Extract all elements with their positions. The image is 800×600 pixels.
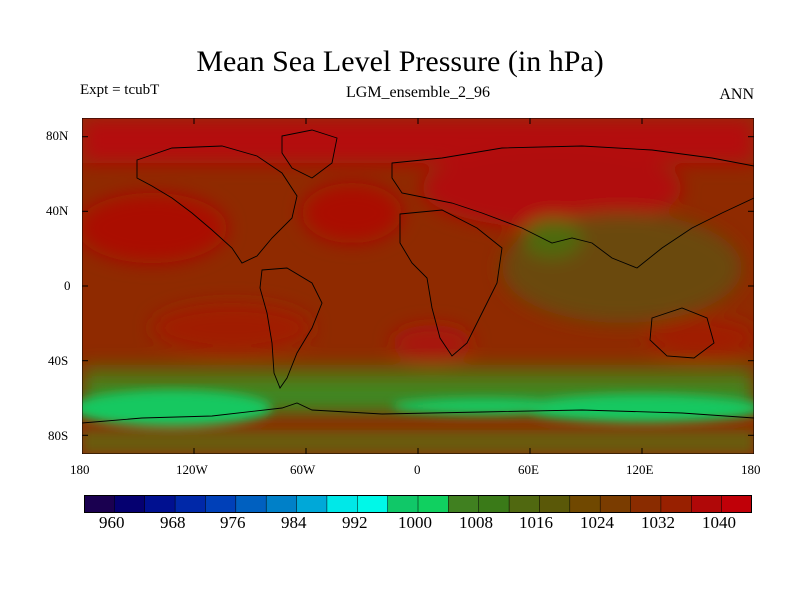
colorbar-label: 984 — [281, 513, 307, 532]
colorbar-swatch — [691, 495, 723, 513]
region-southern-ocean-trough-east — [522, 394, 754, 422]
lon-tick-label: 120W — [176, 462, 208, 477]
colorbar-label: 1000 — [398, 513, 432, 532]
coast-africa — [399, 209, 503, 357]
colorbar-swatch — [599, 495, 632, 513]
lon-tick-label: 180 — [70, 462, 90, 477]
coast-antarctica — [82, 402, 754, 424]
coast-greenland — [281, 129, 338, 179]
colorbar-swatch — [387, 495, 419, 513]
colorbar-label: 1016 — [519, 513, 553, 532]
lat-tick-label: 40N — [46, 203, 69, 218]
colorbar-label: 960 — [99, 513, 125, 532]
colorbar-swatch — [721, 495, 752, 513]
lat-tick-label: 40S — [48, 353, 69, 368]
colorbar-swatches — [84, 495, 752, 513]
lon-tick-label: 60W — [290, 462, 316, 477]
region-indian-ocean-high — [647, 318, 754, 358]
lat-tick-label: 0 — [64, 278, 71, 293]
colorbar-swatch — [448, 495, 480, 513]
region-south-pacific-high — [152, 303, 312, 353]
lat-tick-label: 80N — [46, 128, 69, 143]
colorbar-swatch — [357, 495, 389, 513]
colorbar-label: 976 — [220, 513, 246, 532]
region-north-pacific-high — [82, 193, 227, 263]
lon-tick-label: 60E — [518, 462, 539, 477]
colorbar-swatch — [84, 495, 116, 513]
colorbar-swatch — [174, 495, 207, 513]
colorbar-label: 1008 — [459, 513, 493, 532]
colorbar-swatch — [235, 495, 267, 513]
region-south-atlantic-high — [392, 325, 472, 361]
region-siberian-high — [422, 148, 682, 228]
colorbar-swatch — [478, 495, 510, 513]
colorbar-swatch — [630, 495, 662, 513]
colorbar-swatch — [660, 495, 693, 513]
colorbar-swatch — [508, 495, 541, 513]
pressure-map — [82, 118, 754, 454]
lon-tick-label: 120E — [626, 462, 654, 477]
region-north-atlantic-high — [302, 183, 402, 243]
colorbar-label: 1032 — [641, 513, 675, 532]
coast-north-america — [136, 145, 298, 264]
lon-tick-marks — [193, 118, 643, 454]
colorbar-swatch — [205, 495, 237, 513]
coastlines — [82, 129, 754, 424]
ensemble-label: LGM_ensemble_2_96 — [346, 84, 490, 101]
experiment-label: Expt = tcubT — [80, 82, 160, 98]
colorbar-swatch — [114, 495, 146, 513]
colorbar-swatch — [326, 495, 359, 513]
colorbar-label: 1024 — [580, 513, 614, 532]
region-asian-monsoon-core — [522, 218, 582, 258]
coast-south-america — [259, 267, 323, 389]
lon-tick-label: 0 — [414, 462, 421, 477]
lat-tick-marks — [82, 136, 754, 436]
lon-tick-label: 180 — [741, 462, 761, 477]
colorbar — [84, 495, 752, 513]
region-arctic-high — [82, 118, 754, 163]
colorbar-label: 1040 — [702, 513, 736, 532]
season-label: ANN — [719, 86, 754, 103]
colorbar-swatch — [417, 495, 450, 513]
map-title: Mean Sea Level Pressure (in hPa) — [196, 45, 604, 78]
colorbar-label: 992 — [342, 513, 368, 532]
colorbar-label: 968 — [160, 513, 186, 532]
colorbar-swatch — [539, 495, 571, 513]
colorbar-swatch — [144, 495, 176, 513]
region-southern-ocean-trough-west — [82, 390, 272, 426]
coast-eurasia — [391, 145, 754, 269]
colorbar-frame — [84, 495, 752, 513]
colorbar-swatch — [569, 495, 601, 513]
colorbar-swatch — [296, 495, 328, 513]
colorbar-swatch — [265, 495, 298, 513]
lat-tick-label: 80S — [48, 428, 69, 443]
coast-australia — [649, 307, 715, 359]
